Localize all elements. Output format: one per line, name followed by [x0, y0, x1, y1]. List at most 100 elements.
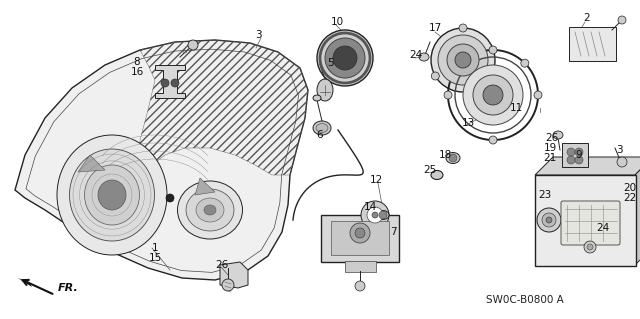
- Circle shape: [431, 72, 439, 80]
- Text: 12: 12: [369, 175, 383, 185]
- FancyBboxPatch shape: [561, 201, 620, 245]
- Circle shape: [584, 241, 596, 253]
- Circle shape: [618, 16, 626, 24]
- Ellipse shape: [446, 152, 460, 164]
- Polygon shape: [15, 40, 308, 280]
- FancyBboxPatch shape: [569, 27, 616, 61]
- Circle shape: [575, 148, 583, 156]
- Polygon shape: [535, 157, 640, 175]
- Polygon shape: [155, 65, 185, 98]
- Text: 6: 6: [317, 130, 323, 140]
- Circle shape: [587, 244, 593, 250]
- Circle shape: [483, 85, 503, 105]
- Ellipse shape: [553, 131, 563, 139]
- Circle shape: [444, 91, 452, 99]
- Circle shape: [438, 35, 488, 85]
- Text: 1: 1: [152, 243, 158, 253]
- Ellipse shape: [313, 95, 321, 101]
- FancyBboxPatch shape: [534, 174, 636, 265]
- Text: 13: 13: [461, 118, 475, 128]
- Circle shape: [449, 154, 457, 162]
- Text: 8: 8: [134, 57, 140, 67]
- Ellipse shape: [57, 135, 167, 255]
- Circle shape: [431, 28, 495, 92]
- Text: 26: 26: [216, 260, 228, 270]
- Text: SW0C-B0800 A: SW0C-B0800 A: [486, 295, 564, 305]
- Ellipse shape: [419, 53, 429, 61]
- Circle shape: [486, 72, 495, 80]
- Ellipse shape: [316, 123, 328, 132]
- Circle shape: [459, 24, 467, 32]
- Polygon shape: [18, 278, 32, 287]
- Circle shape: [361, 201, 389, 229]
- Ellipse shape: [186, 189, 234, 231]
- Ellipse shape: [313, 121, 331, 135]
- Circle shape: [455, 52, 471, 68]
- Text: 20: 20: [623, 183, 637, 193]
- Circle shape: [325, 38, 365, 78]
- FancyBboxPatch shape: [562, 143, 588, 167]
- FancyBboxPatch shape: [321, 215, 399, 262]
- Text: 21: 21: [543, 153, 557, 163]
- Text: 2: 2: [584, 13, 590, 23]
- Text: 11: 11: [509, 103, 523, 113]
- Circle shape: [617, 157, 627, 167]
- Text: 10: 10: [330, 17, 344, 27]
- Circle shape: [166, 194, 174, 202]
- Ellipse shape: [431, 170, 443, 180]
- Text: 3: 3: [616, 145, 622, 155]
- Ellipse shape: [98, 180, 126, 210]
- Text: 22: 22: [623, 193, 637, 203]
- Circle shape: [372, 212, 378, 218]
- Circle shape: [521, 59, 529, 67]
- Text: 25: 25: [424, 165, 436, 175]
- Text: 26: 26: [545, 133, 559, 143]
- Polygon shape: [195, 178, 215, 195]
- Circle shape: [355, 228, 365, 238]
- Ellipse shape: [196, 198, 224, 222]
- Circle shape: [567, 156, 575, 164]
- FancyBboxPatch shape: [331, 221, 389, 255]
- Circle shape: [473, 75, 513, 115]
- Polygon shape: [78, 155, 105, 172]
- Circle shape: [489, 46, 497, 54]
- Text: 19: 19: [543, 143, 557, 153]
- FancyBboxPatch shape: [344, 261, 376, 271]
- Ellipse shape: [317, 79, 333, 101]
- Text: 23: 23: [538, 190, 552, 200]
- Text: 7: 7: [390, 227, 396, 237]
- Circle shape: [567, 148, 575, 156]
- Ellipse shape: [177, 181, 243, 239]
- Circle shape: [355, 281, 365, 291]
- Circle shape: [575, 156, 583, 164]
- Ellipse shape: [84, 165, 140, 225]
- Polygon shape: [635, 157, 640, 265]
- Circle shape: [333, 46, 357, 70]
- Text: 15: 15: [148, 253, 162, 263]
- Ellipse shape: [377, 211, 389, 219]
- Circle shape: [222, 279, 234, 291]
- Polygon shape: [220, 262, 248, 288]
- Circle shape: [537, 208, 561, 232]
- Ellipse shape: [70, 149, 154, 241]
- Ellipse shape: [204, 205, 216, 215]
- Text: 24: 24: [410, 50, 422, 60]
- Circle shape: [367, 207, 383, 223]
- Text: 9: 9: [576, 150, 582, 160]
- Text: 3: 3: [255, 30, 261, 40]
- Polygon shape: [553, 157, 640, 247]
- Circle shape: [171, 79, 179, 87]
- Circle shape: [350, 223, 370, 243]
- Circle shape: [542, 213, 556, 227]
- Text: 24: 24: [596, 223, 610, 233]
- Text: 5: 5: [326, 58, 333, 68]
- Circle shape: [463, 65, 523, 125]
- Circle shape: [188, 40, 198, 50]
- Circle shape: [534, 91, 542, 99]
- Text: FR.: FR.: [58, 283, 79, 293]
- Circle shape: [317, 30, 373, 86]
- Circle shape: [379, 211, 387, 219]
- Circle shape: [161, 79, 169, 87]
- Circle shape: [447, 44, 479, 76]
- Circle shape: [546, 217, 552, 223]
